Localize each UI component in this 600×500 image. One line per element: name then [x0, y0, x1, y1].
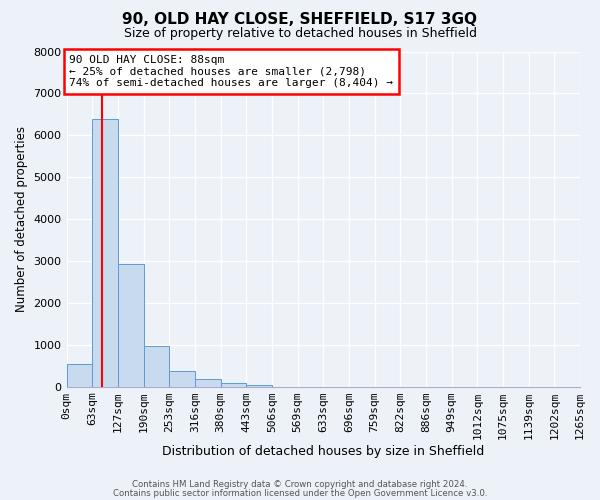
- Bar: [169, 371, 195, 387]
- Bar: [67, 364, 92, 387]
- Bar: [195, 380, 221, 387]
- Text: Size of property relative to detached houses in Sheffield: Size of property relative to detached ho…: [124, 28, 476, 40]
- Text: 90 OLD HAY CLOSE: 88sqm
← 25% of detached houses are smaller (2,798)
74% of semi: 90 OLD HAY CLOSE: 88sqm ← 25% of detache…: [69, 55, 393, 88]
- Text: 90, OLD HAY CLOSE, SHEFFIELD, S17 3GQ: 90, OLD HAY CLOSE, SHEFFIELD, S17 3GQ: [122, 12, 478, 28]
- Bar: [246, 384, 272, 387]
- Text: Contains HM Land Registry data © Crown copyright and database right 2024.: Contains HM Land Registry data © Crown c…: [132, 480, 468, 489]
- Bar: [221, 383, 246, 387]
- Text: Contains public sector information licensed under the Open Government Licence v3: Contains public sector information licen…: [113, 490, 487, 498]
- Y-axis label: Number of detached properties: Number of detached properties: [15, 126, 28, 312]
- Bar: [118, 264, 143, 387]
- Bar: [143, 346, 169, 387]
- Bar: [92, 120, 118, 387]
- X-axis label: Distribution of detached houses by size in Sheffield: Distribution of detached houses by size …: [162, 444, 484, 458]
